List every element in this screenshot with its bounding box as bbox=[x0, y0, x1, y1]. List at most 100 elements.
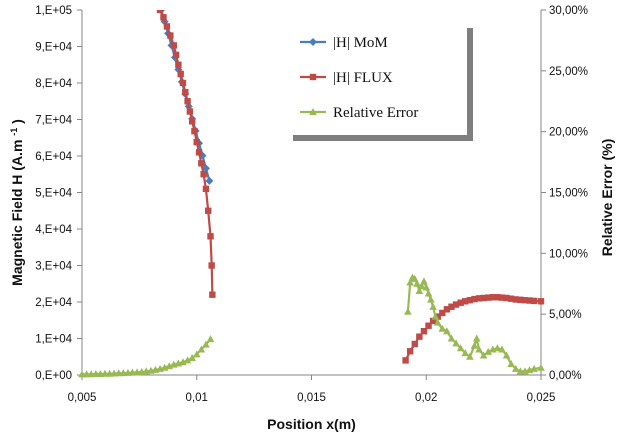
data-point bbox=[429, 317, 437, 325]
series-square bbox=[156, 10, 545, 364]
data-point bbox=[179, 358, 187, 366]
data-point bbox=[163, 23, 171, 30]
data-point bbox=[179, 79, 187, 87]
y-tick-label: 5,E+04 bbox=[35, 188, 72, 200]
data-point bbox=[177, 70, 184, 78]
data-point bbox=[484, 347, 493, 355]
legend-marker-icon bbox=[309, 73, 317, 81]
data-point bbox=[200, 171, 207, 178]
data-point bbox=[471, 295, 478, 303]
data-point bbox=[406, 278, 414, 286]
y-axis-title-main: Magnetic Field H (A.m bbox=[9, 140, 25, 286]
data-point bbox=[406, 348, 414, 355]
data-point bbox=[208, 262, 215, 269]
data-point bbox=[195, 149, 203, 156]
data-point bbox=[425, 322, 432, 329]
legend-marker-icon bbox=[309, 38, 317, 46]
data-point bbox=[511, 364, 520, 372]
y-tick-label: 6,E+04 bbox=[35, 151, 72, 163]
data-point bbox=[183, 356, 192, 364]
x-axis-title: Position x(m) bbox=[267, 416, 356, 432]
y-tick-label: 1,E+05 bbox=[35, 5, 72, 17]
data-point bbox=[498, 345, 506, 353]
data-point bbox=[186, 108, 194, 115]
data-point bbox=[209, 291, 216, 298]
y-tick-label: 2,E+04 bbox=[35, 297, 72, 309]
data-point bbox=[452, 301, 460, 308]
y-tick-label: 1,E+04 bbox=[35, 334, 72, 346]
data-point bbox=[411, 340, 418, 348]
legend-item: |H| MoM bbox=[300, 35, 388, 51]
y2-tick-label: 25,00% bbox=[549, 66, 588, 78]
data-point bbox=[427, 295, 435, 303]
y-axis-title-end: ) bbox=[9, 119, 25, 124]
data-point bbox=[206, 335, 215, 343]
data-point bbox=[205, 176, 214, 185]
y-tick-label: 9,E+04 bbox=[35, 42, 72, 54]
data-point bbox=[456, 344, 465, 352]
data-point bbox=[170, 42, 177, 49]
data-point bbox=[202, 340, 210, 348]
data-point bbox=[424, 289, 433, 297]
x-tick-label: 0,01 bbox=[186, 392, 208, 404]
data-point bbox=[530, 297, 538, 305]
data-point bbox=[404, 307, 412, 315]
data-point bbox=[188, 118, 196, 125]
legend-box bbox=[287, 22, 467, 135]
data-point bbox=[443, 306, 451, 313]
data-point bbox=[198, 160, 205, 167]
data-point bbox=[422, 283, 431, 291]
data-point bbox=[184, 98, 191, 105]
data-point bbox=[439, 309, 446, 317]
y-axis-title-superscript: -1 bbox=[9, 128, 19, 136]
x-tick-label: 0,02 bbox=[415, 392, 437, 404]
data-point bbox=[207, 233, 214, 240]
y-tick-label: 7,E+04 bbox=[35, 115, 72, 127]
y2-tick-label: 20,00% bbox=[549, 127, 588, 139]
data-point bbox=[410, 274, 419, 282]
legend-item: |H| FLUX bbox=[300, 70, 393, 86]
data-point bbox=[493, 344, 502, 352]
data-point bbox=[429, 302, 437, 310]
data-point bbox=[526, 297, 533, 304]
y2-tick-label: 5,00% bbox=[549, 309, 582, 321]
data-point bbox=[205, 207, 212, 214]
legend-marker-icon bbox=[309, 108, 317, 115]
data-point bbox=[479, 351, 488, 359]
data-point bbox=[191, 127, 198, 135]
data-point bbox=[417, 282, 426, 290]
data-point bbox=[420, 277, 428, 285]
data-point bbox=[480, 294, 487, 302]
data-point bbox=[172, 51, 180, 59]
series-triangle bbox=[78, 273, 545, 378]
data-point bbox=[537, 298, 545, 305]
data-point bbox=[431, 312, 440, 320]
data-point bbox=[457, 299, 464, 306]
data-point bbox=[182, 88, 189, 96]
data-point bbox=[175, 61, 182, 68]
data-point bbox=[202, 185, 210, 193]
data-point bbox=[502, 351, 511, 359]
data-point bbox=[507, 360, 515, 368]
data-point bbox=[415, 287, 424, 295]
data-point bbox=[485, 294, 492, 301]
legend-label: Relative Error bbox=[333, 105, 418, 121]
y-tick-label: 3,E+04 bbox=[35, 261, 72, 273]
data-point bbox=[156, 10, 164, 14]
data-point bbox=[420, 328, 428, 335]
data-point bbox=[475, 295, 483, 302]
series-line bbox=[159, 10, 214, 295]
data-point bbox=[475, 345, 483, 353]
legend-label: |H| MoM bbox=[333, 35, 388, 51]
plot-area bbox=[78, 10, 545, 378]
data-point bbox=[498, 294, 506, 301]
data-point bbox=[192, 350, 201, 358]
data-point bbox=[160, 14, 167, 21]
x-tick-label: 0,005 bbox=[68, 392, 97, 404]
x-tick-label: 0,015 bbox=[297, 392, 326, 404]
data-point bbox=[413, 279, 421, 287]
data-point bbox=[537, 363, 545, 371]
data-point bbox=[452, 339, 460, 347]
data-point bbox=[448, 303, 455, 310]
